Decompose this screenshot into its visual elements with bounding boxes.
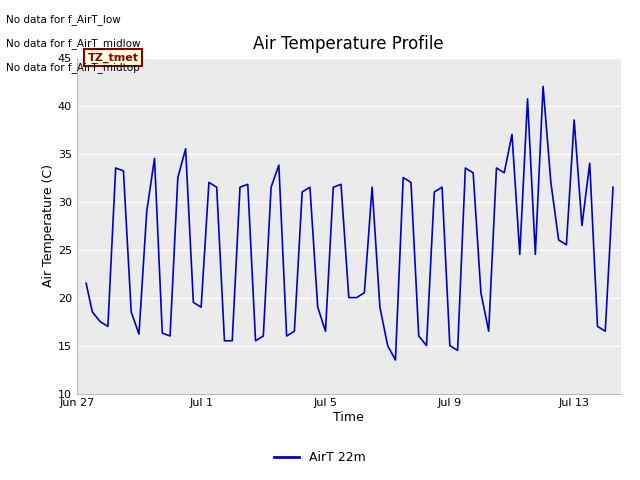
Text: No data for f_AirT_midtop: No data for f_AirT_midtop	[6, 62, 140, 73]
Text: No data for f_AirT_midlow: No data for f_AirT_midlow	[6, 38, 141, 49]
X-axis label: Time: Time	[333, 411, 364, 424]
Text: TZ_tmet: TZ_tmet	[88, 52, 139, 63]
Y-axis label: Air Temperature (C): Air Temperature (C)	[42, 164, 55, 287]
Title: Air Temperature Profile: Air Temperature Profile	[253, 35, 444, 53]
Legend: AirT 22m: AirT 22m	[269, 446, 371, 469]
Text: No data for f_AirT_low: No data for f_AirT_low	[6, 14, 121, 25]
